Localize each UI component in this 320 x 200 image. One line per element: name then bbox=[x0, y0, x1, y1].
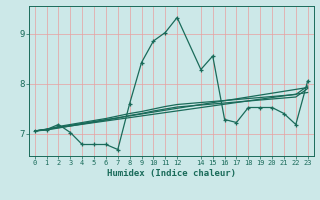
X-axis label: Humidex (Indice chaleur): Humidex (Indice chaleur) bbox=[107, 169, 236, 178]
